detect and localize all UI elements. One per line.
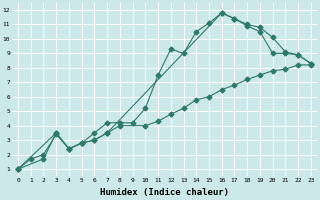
X-axis label: Humidex (Indice chaleur): Humidex (Indice chaleur) — [100, 188, 229, 197]
